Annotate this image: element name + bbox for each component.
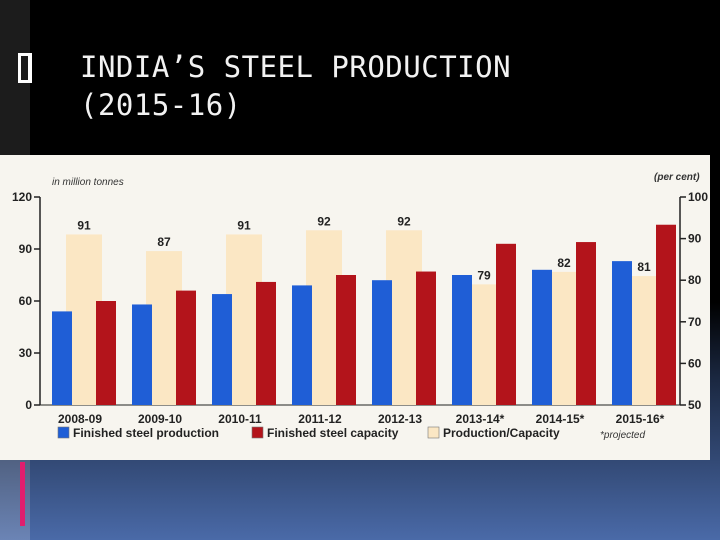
x-tick-label: 2011-12 [298, 412, 342, 426]
legend-production-label: Finished steel production [73, 426, 219, 440]
left-tick-label: 0 [25, 398, 32, 412]
production-capacity-label: 91 [77, 218, 91, 232]
plot-area: 120 90 60 30 0 100 90 80 70 60 50 91 2008-09 87 2009-1… [12, 190, 708, 426]
finished-steel-capacity-bar [656, 224, 676, 405]
right-tick-label: 60 [688, 356, 702, 370]
finished-steel-capacity-bar [176, 290, 196, 405]
legend-capacity-label: Finished steel capacity [267, 426, 399, 440]
right-tick-label: 80 [688, 273, 702, 287]
footnote-projected: *projected [600, 430, 645, 441]
finished-steel-production-bar [532, 269, 552, 405]
finished-steel-capacity-bar [496, 243, 516, 405]
production-capacity-label: 91 [237, 218, 251, 232]
right-tick-label: 100 [688, 190, 708, 204]
x-tick-label: 2014-15* [536, 412, 585, 426]
finished-steel-capacity-bar [256, 281, 276, 405]
right-axis-note: (per cent) [654, 172, 700, 183]
left-axis-note: in million tonnes [52, 177, 124, 188]
chart-legend: Finished steel production Finished steel … [57, 426, 645, 441]
legend-capacity-swatch [251, 426, 264, 439]
left-tick-label: 90 [19, 242, 33, 256]
accent-bar [20, 462, 25, 526]
finished-steel-capacity-bar [416, 271, 436, 405]
finished-steel-production-bar [372, 280, 392, 405]
finished-steel-production-bar [212, 294, 232, 405]
finished-steel-production-bar [452, 275, 472, 405]
finished-steel-production-bar [52, 311, 72, 405]
legend-production-swatch [57, 426, 70, 439]
production-capacity-label: 79 [477, 268, 491, 282]
finished-steel-capacity-bar [336, 275, 356, 405]
finished-steel-capacity-bar [576, 242, 596, 405]
steel-production-chart: in million tonnes (per cent) 12090603001… [0, 155, 710, 460]
left-tick-label: 120 [12, 190, 32, 204]
x-tick-label: 2010-11 [218, 412, 262, 426]
finished-steel-production-bar [292, 285, 312, 405]
x-tick-label: 2013-14* [456, 412, 505, 426]
legend-ratio-label: Production/Capacity [443, 426, 560, 440]
right-tick-label: 50 [688, 398, 702, 412]
finished-steel-production-bar [132, 304, 152, 405]
left-tick-label: 30 [19, 346, 33, 360]
title-bullet-icon [18, 53, 32, 83]
chart-container: in million tonnes (per cent) 120 90 60 30 0 1… [0, 155, 710, 460]
finished-steel-capacity-bar [96, 301, 116, 405]
x-tick-label: 2015-16* [616, 412, 665, 426]
x-tick-label: 2008-09 [58, 412, 102, 426]
production-capacity-label: 92 [397, 214, 411, 228]
production-capacity-label: 82 [557, 256, 571, 270]
production-capacity-label: 87 [157, 235, 171, 249]
right-tick-label: 90 [688, 232, 702, 246]
left-tick-label: 60 [19, 294, 33, 308]
production-capacity-label: 92 [317, 214, 331, 228]
production-capacity-label: 81 [637, 260, 651, 274]
legend-ratio-swatch [427, 426, 440, 439]
right-tick-label: 70 [688, 315, 702, 329]
x-tick-label: 2009-10 [138, 412, 182, 426]
x-tick-label: 2012-13 [378, 412, 422, 426]
finished-steel-production-bar [612, 261, 632, 405]
slide-title: INDIA’S STEEL PRODUCTION (2015-16) [80, 50, 512, 122]
